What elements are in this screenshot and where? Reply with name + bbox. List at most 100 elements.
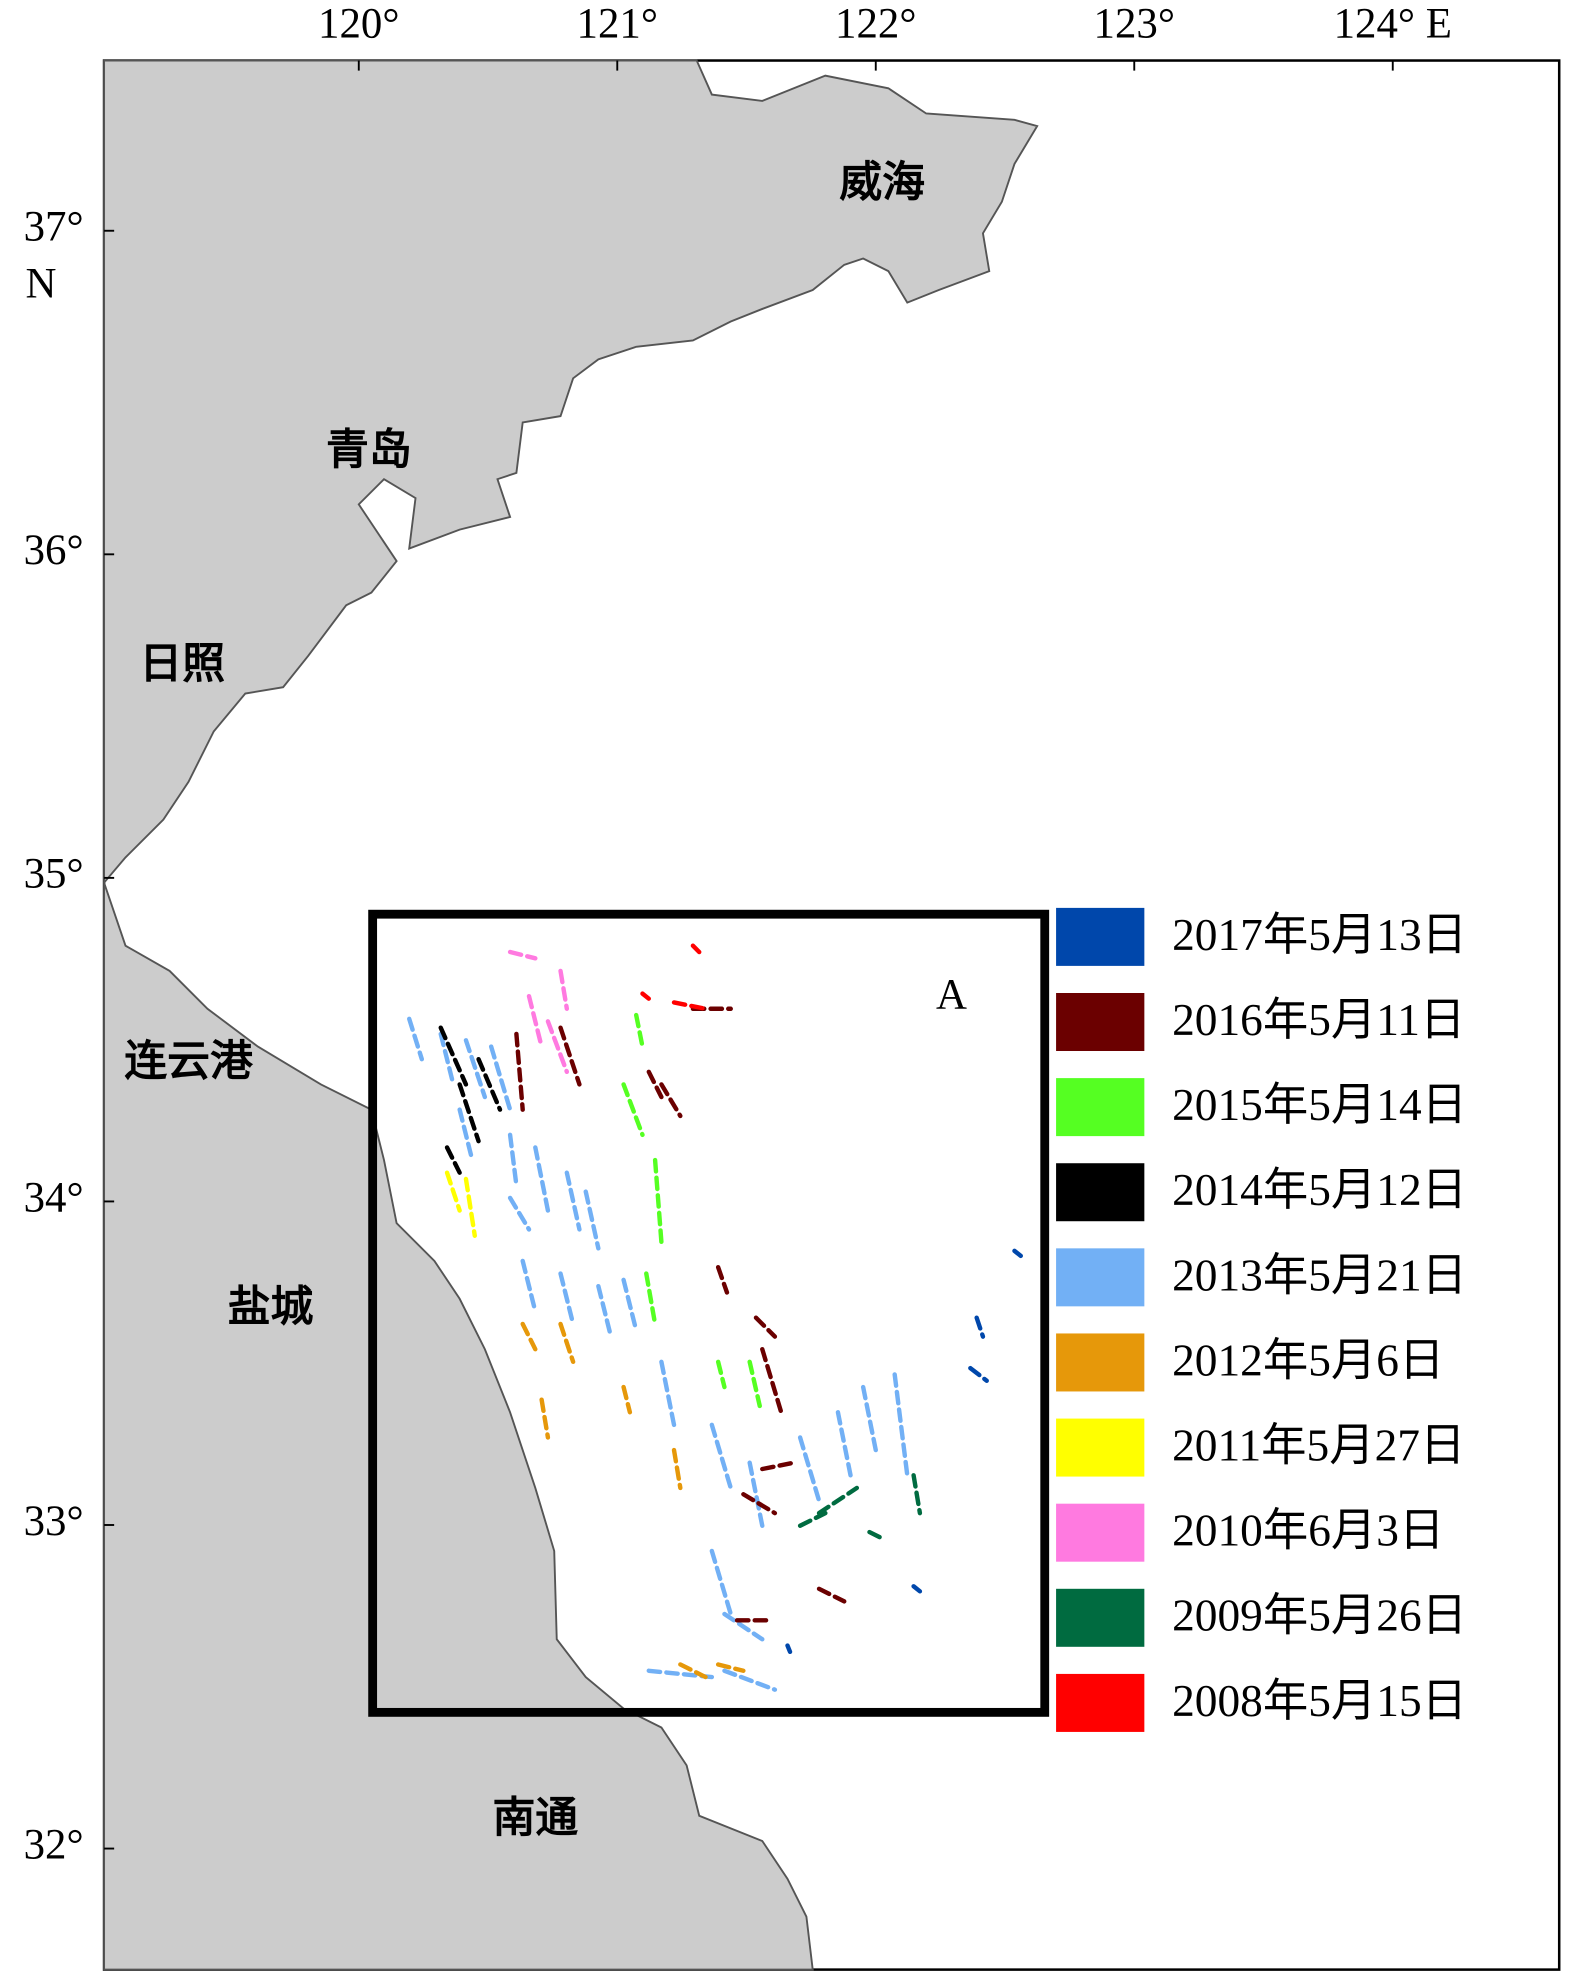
algae-patch	[671, 1000, 708, 1011]
algae-patch	[816, 1586, 847, 1604]
algae-patch	[671, 1447, 683, 1491]
algae-patch	[974, 1315, 986, 1339]
algae-patch	[621, 1384, 633, 1415]
algae-patch	[785, 1643, 793, 1655]
algae-patch	[715, 1359, 727, 1390]
algae-patch	[760, 1460, 797, 1472]
algae-patch	[646, 1069, 664, 1100]
lat-unit: N	[26, 260, 57, 307]
algae-patch	[539, 1397, 551, 1440]
study-box	[368, 909, 1050, 1717]
algae-patch	[709, 1422, 733, 1491]
city-label: 南通	[492, 1794, 578, 1842]
legend-label: 2009年5月26日	[1172, 1591, 1467, 1641]
algae-patch	[507, 1195, 532, 1232]
algae-patch	[835, 1410, 853, 1478]
legend-swatch	[1056, 1588, 1145, 1647]
legend-label: 2012年5月6日	[1172, 1335, 1444, 1385]
algae-patch	[860, 1384, 878, 1453]
algae-patch	[558, 968, 570, 1011]
algae-patch	[520, 1321, 538, 1352]
algae-patch	[741, 1492, 778, 1516]
city-label: 日照	[139, 641, 225, 688]
algae-patch	[520, 1258, 538, 1314]
algae-patch	[797, 1510, 828, 1528]
legend-swatch	[1056, 1078, 1145, 1137]
algae-patch	[463, 1038, 488, 1100]
algae-patch	[968, 1365, 989, 1383]
y-tick-label: 32°	[24, 1821, 84, 1868]
legend-swatch	[1056, 1418, 1145, 1477]
algae-patch	[659, 1359, 677, 1428]
algae-patch	[760, 1347, 784, 1415]
legend-swatch	[1056, 1248, 1145, 1307]
algae-patch	[715, 1265, 730, 1295]
y-tick-label: 33°	[24, 1498, 84, 1545]
legend-swatch	[1056, 1163, 1145, 1222]
x-tick-label: 120°	[318, 1, 399, 48]
y-tick-label: 34°	[24, 1174, 84, 1221]
algae-patch	[690, 943, 702, 955]
algae-patch	[438, 1031, 456, 1087]
city-label: 盐城	[228, 1283, 314, 1331]
algae-patch	[644, 1271, 658, 1327]
legend-swatch	[1056, 1673, 1145, 1732]
algae-patch	[533, 1145, 551, 1213]
legend-label: 2015年5月14日	[1172, 1080, 1467, 1130]
algae-patch	[747, 1359, 762, 1409]
legend-label: 2014年5月12日	[1172, 1165, 1467, 1215]
algae-patch	[678, 1662, 708, 1680]
algae-patch	[583, 1189, 601, 1251]
algae-patch	[526, 993, 544, 1049]
algae-patch	[444, 1170, 462, 1213]
legend-swatch	[1056, 1333, 1145, 1392]
algae-patch	[596, 1283, 614, 1339]
algae-patch	[444, 1145, 462, 1175]
algae-patch	[747, 1460, 765, 1528]
city-label: 青岛	[326, 426, 412, 474]
algae-patch	[407, 1016, 425, 1062]
algae-patch	[488, 1044, 513, 1112]
algae-patch	[476, 1056, 503, 1112]
y-tick-label: 35°	[24, 851, 84, 898]
x-tick-label: 121°	[577, 1, 658, 48]
algae-patch	[457, 1107, 475, 1163]
algae-patch	[463, 1176, 477, 1238]
algae-patch	[438, 1025, 469, 1087]
algae-patches	[407, 943, 1023, 1692]
algae-patch	[621, 1082, 645, 1138]
algae-patch	[816, 1485, 860, 1516]
algae-patch	[709, 1548, 733, 1617]
algae-patch	[722, 1611, 765, 1642]
algae-patch	[507, 949, 538, 961]
algae-patch	[507, 1132, 519, 1188]
land	[102, 59, 1039, 1971]
legend-swatch	[1056, 1503, 1145, 1562]
legend-label: 2013年5月21日	[1172, 1250, 1467, 1300]
city-label: 威海	[839, 158, 925, 206]
algae-patch	[545, 1019, 570, 1075]
legend-swatch	[1056, 907, 1145, 966]
algae-patch	[564, 1170, 582, 1232]
x-tick-label: 122°	[835, 1, 916, 48]
legend-label: 2017年5月13日	[1172, 910, 1467, 960]
legend-label: 2010年6月3日	[1172, 1506, 1444, 1556]
algae-patch	[911, 1584, 923, 1594]
algae-patch	[753, 1315, 778, 1339]
algae-patch	[911, 1473, 923, 1516]
algae-patch	[621, 1277, 639, 1333]
algae-patch	[867, 1529, 885, 1541]
algae-patch	[514, 1031, 525, 1112]
city-label: 连云港	[124, 1037, 254, 1085]
algae-patch	[892, 1372, 910, 1478]
legend-label: 2008年5月15日	[1172, 1676, 1467, 1726]
algae-patch	[715, 1662, 746, 1673]
algae-patch	[797, 1435, 822, 1503]
x-tick-label: 123°	[1094, 1, 1175, 48]
algae-patch	[722, 1668, 778, 1692]
box-label: A	[936, 972, 967, 1019]
legend-swatch	[1056, 993, 1145, 1052]
algae-patch	[558, 1025, 582, 1087]
algae-patch	[652, 1157, 664, 1245]
